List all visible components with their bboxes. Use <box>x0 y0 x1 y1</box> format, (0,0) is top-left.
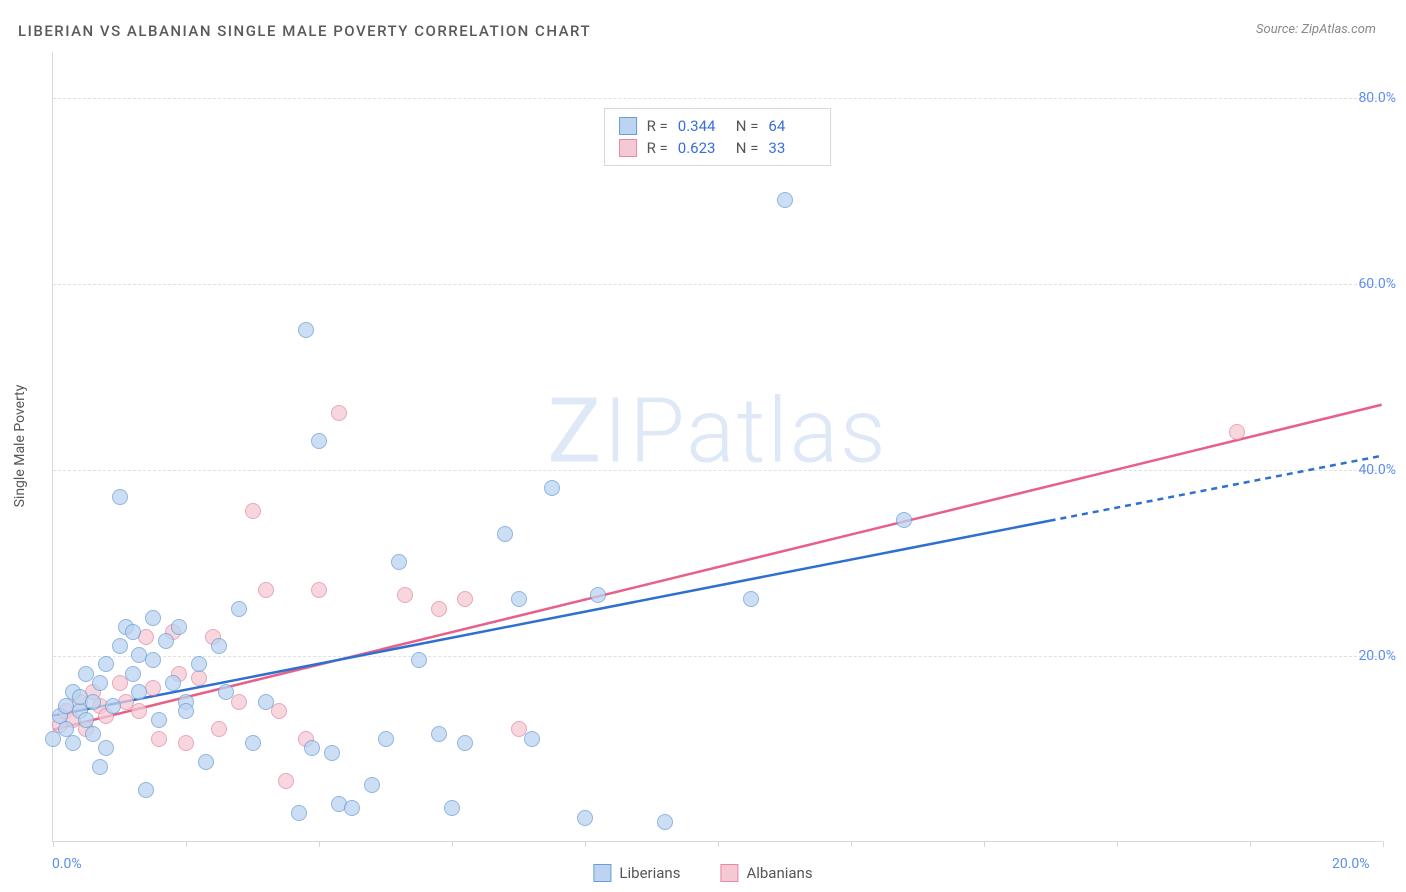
n-value-liberians: 64 <box>768 117 816 135</box>
legend-label-liberians: Liberians <box>619 864 680 882</box>
x-tick-label: 0.0% <box>52 856 82 872</box>
data-point <box>112 489 128 505</box>
data-point <box>151 712 167 728</box>
data-point <box>431 601 447 617</box>
legend-swatch-liberians-icon <box>593 864 611 882</box>
data-point <box>271 703 287 719</box>
stats-row-albanians: R = 0.623 N = 33 <box>619 137 817 159</box>
r-value-albanians: 0.623 <box>678 139 726 157</box>
legend-label-albanians: Albanians <box>746 864 812 882</box>
data-point <box>171 619 187 635</box>
data-point <box>497 526 513 542</box>
data-point <box>218 684 234 700</box>
data-point <box>98 740 114 756</box>
data-point <box>178 703 194 719</box>
source-attribution: Source: ZipAtlas.com <box>1256 22 1376 37</box>
legend-item-albanians: Albanians <box>720 864 812 882</box>
data-point <box>231 601 247 617</box>
y-tick-label: 60.0% <box>1358 276 1396 292</box>
legend-swatch-liberians <box>619 117 637 135</box>
data-point <box>112 638 128 654</box>
data-point <box>211 721 227 737</box>
data-point <box>378 731 394 747</box>
data-point <box>105 698 121 714</box>
data-point <box>245 735 261 751</box>
data-point <box>657 814 673 830</box>
data-point <box>391 554 407 570</box>
data-point <box>231 694 247 710</box>
data-point <box>158 633 174 649</box>
data-point <box>245 503 261 519</box>
data-point <box>92 675 108 691</box>
chart-title: LIBERIAN VS ALBANIAN SINGLE MALE POVERTY… <box>18 22 591 40</box>
r-value-liberians: 0.344 <box>678 117 726 135</box>
data-point <box>544 480 560 496</box>
plot-area: ZIPatlas R = 0.344 N = 64 R = 0.623 N = … <box>52 52 1382 842</box>
data-point <box>145 652 161 668</box>
data-point <box>896 512 912 528</box>
data-point <box>131 684 147 700</box>
n-label: N = <box>736 139 759 157</box>
data-point <box>85 726 101 742</box>
data-point <box>145 610 161 626</box>
data-point <box>125 666 141 682</box>
bottom-legend: Liberians Albanians <box>593 864 812 882</box>
data-point <box>311 582 327 598</box>
data-point <box>344 800 360 816</box>
stats-row-liberians: R = 0.344 N = 64 <box>619 115 817 137</box>
data-point <box>311 433 327 449</box>
data-point <box>85 694 101 710</box>
data-point <box>524 731 540 747</box>
y-tick-label: 20.0% <box>1358 648 1396 664</box>
data-point <box>364 777 380 793</box>
data-point <box>98 656 114 672</box>
x-tick-label: 20.0% <box>1332 856 1370 872</box>
data-point <box>198 754 214 770</box>
data-point <box>397 587 413 603</box>
legend-swatch-albanians <box>619 139 637 157</box>
data-point <box>191 656 207 672</box>
y-axis-label: Single Male Poverty <box>12 385 28 508</box>
stats-legend: R = 0.344 N = 64 R = 0.623 N = 33 <box>604 108 832 166</box>
legend-item-liberians: Liberians <box>593 864 680 882</box>
data-point <box>590 587 606 603</box>
data-point <box>304 740 320 756</box>
data-point <box>298 322 314 338</box>
data-point <box>165 675 181 691</box>
data-point <box>125 624 141 640</box>
data-point <box>324 745 340 761</box>
data-point <box>92 759 108 775</box>
data-point <box>431 726 447 742</box>
data-point <box>411 652 427 668</box>
data-point <box>151 731 167 747</box>
trend-lines <box>53 52 1382 841</box>
data-point <box>178 735 194 751</box>
data-point <box>65 735 81 751</box>
data-point <box>777 192 793 208</box>
data-point <box>138 782 154 798</box>
data-point <box>743 591 759 607</box>
y-tick-label: 80.0% <box>1358 90 1396 106</box>
r-label: R = <box>647 139 668 157</box>
data-point <box>131 703 147 719</box>
n-value-albanians: 33 <box>768 139 816 157</box>
legend-swatch-albanians-icon <box>720 864 738 882</box>
data-point <box>577 810 593 826</box>
data-point <box>258 694 274 710</box>
data-point <box>511 591 527 607</box>
data-point <box>278 773 294 789</box>
data-point <box>331 405 347 421</box>
data-point <box>1229 424 1245 440</box>
data-point <box>291 805 307 821</box>
data-point <box>457 735 473 751</box>
data-point <box>444 800 460 816</box>
data-point <box>191 670 207 686</box>
data-point <box>258 582 274 598</box>
data-point <box>457 591 473 607</box>
data-point <box>211 638 227 654</box>
n-label: N = <box>736 117 759 135</box>
r-label: R = <box>647 117 668 135</box>
y-tick-label: 40.0% <box>1358 462 1396 478</box>
